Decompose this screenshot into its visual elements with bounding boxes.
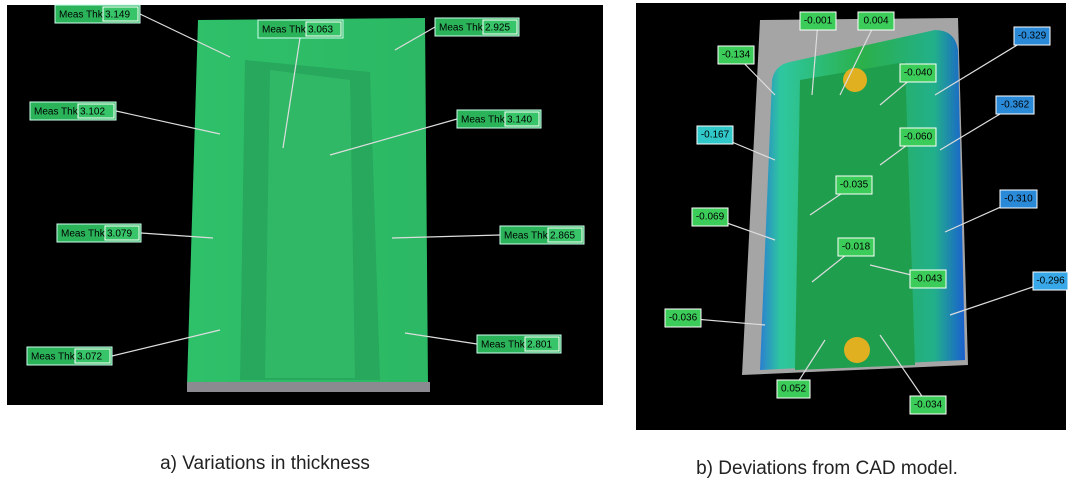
label-value: 3.063 — [308, 25, 333, 36]
label-value: 2.865 — [550, 231, 575, 242]
label-value: 2.801 — [527, 340, 552, 351]
label-prefix: Meas Thk — [461, 115, 506, 126]
label-value: -0.035 — [840, 180, 869, 191]
label-value: 2.925 — [485, 23, 510, 34]
label-value: 3.072 — [77, 352, 102, 363]
label-value: -0.362 — [1001, 100, 1030, 111]
label-value: -0.040 — [904, 68, 933, 79]
channel-b — [795, 62, 915, 370]
label-value: 3.079 — [107, 229, 132, 240]
figure: a) Variations in thickness b) Deviations… — [0, 0, 1069, 485]
label-value: -0.036 — [669, 313, 698, 324]
label-prefix: Meas Thk — [34, 107, 79, 118]
label-prefix: Meas Thk — [59, 10, 104, 21]
label-value: -0.310 — [1004, 194, 1033, 205]
channel-floor-a — [265, 70, 355, 378]
label-prefix: Meas Thk — [504, 231, 549, 242]
label-value: 3.102 — [80, 107, 105, 118]
hole-b — [843, 68, 867, 92]
label-value: -0.001 — [804, 16, 833, 27]
label-value: 0.004 — [863, 16, 888, 27]
label-value: -0.167 — [701, 130, 730, 141]
label-prefix: Meas Thk — [481, 340, 526, 351]
hole-b — [844, 337, 870, 363]
label-prefix: Meas Thk — [31, 352, 76, 363]
caption: a) Variations in thickness — [160, 453, 370, 474]
label-prefix: Meas Thk — [61, 229, 106, 240]
label-value: -0.329 — [1018, 31, 1047, 42]
label-value: -0.043 — [914, 274, 943, 285]
caption: b) Deviations from CAD model. — [696, 458, 958, 479]
label-value: 3.140 — [507, 115, 532, 126]
edge-a — [187, 382, 430, 392]
label-value: 0.052 — [781, 384, 806, 395]
label-value: -0.060 — [904, 132, 933, 143]
label-value: -0.034 — [914, 400, 943, 411]
label-value: -0.296 — [1036, 276, 1065, 287]
label-prefix: Meas Thk — [439, 23, 484, 34]
label-value: 3.149 — [105, 10, 130, 21]
label-value: -0.069 — [696, 212, 725, 223]
label-value: -0.018 — [842, 242, 871, 253]
label-value: -0.134 — [722, 50, 751, 61]
label-prefix: Meas Thk — [262, 25, 307, 36]
